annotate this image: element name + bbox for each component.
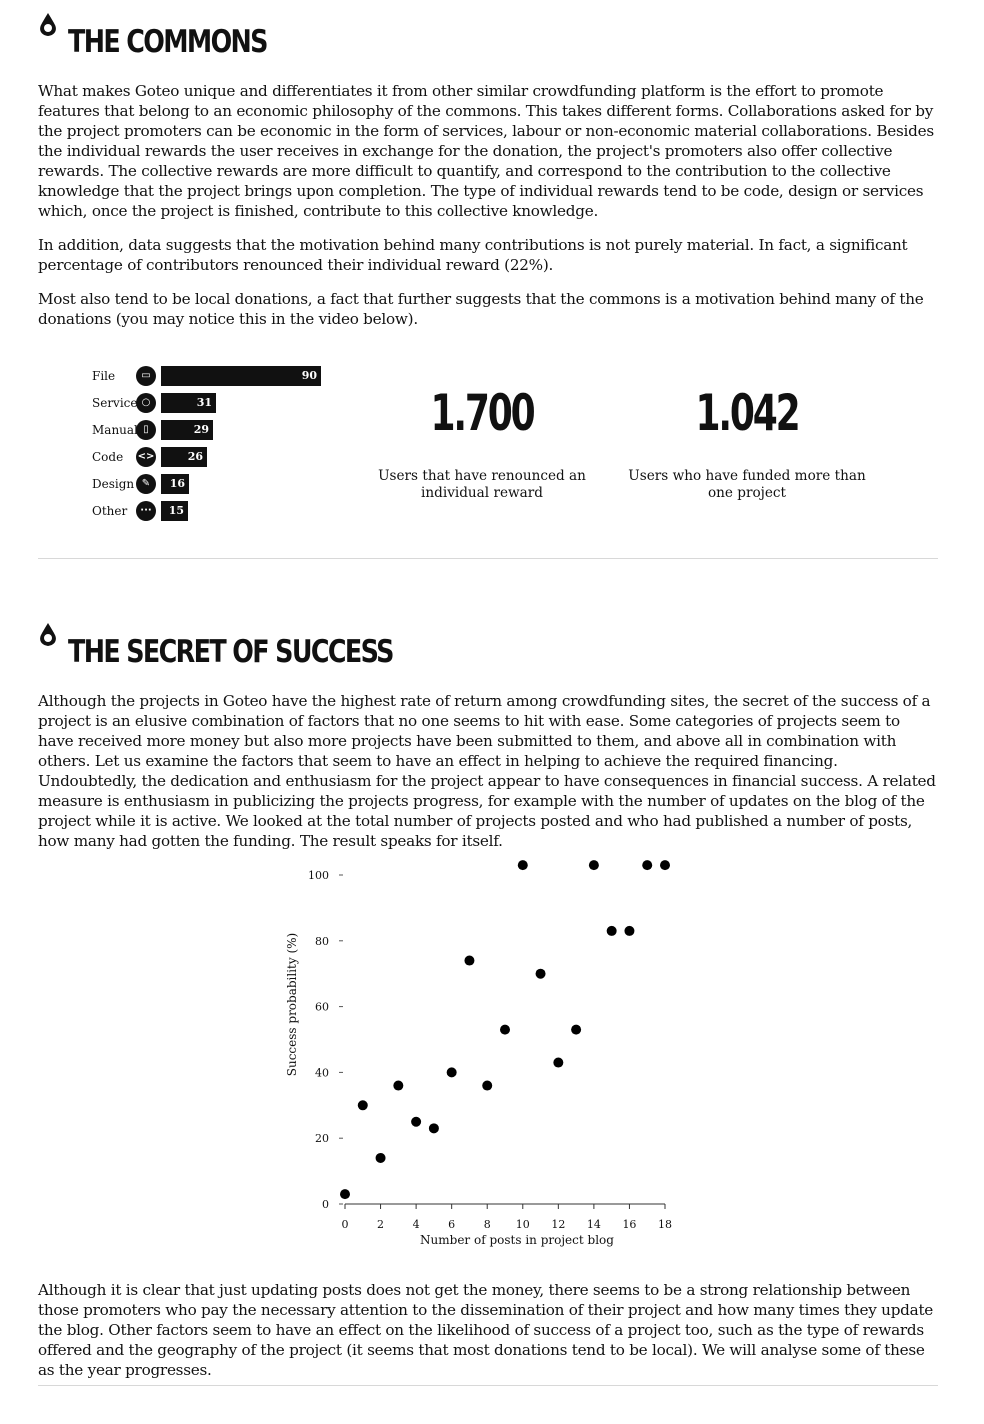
scatter-point [571, 1024, 582, 1035]
scatter-point [464, 955, 475, 966]
scatter-point [553, 1057, 564, 1068]
bar-value: 26 [187, 450, 203, 463]
bar-row: Code <> 26 [92, 447, 332, 474]
bar-row: File ▭ 90 [92, 366, 332, 393]
y-tick-label: 20 [315, 1132, 329, 1145]
x-tick-label: 14 [587, 1218, 601, 1231]
success-paragraph: Although the projects in Goteo have the … [38, 692, 936, 850]
x-tick-label: 4 [413, 1218, 420, 1231]
bar: 26 [161, 447, 207, 467]
commons-paragraph-2: In addition, data suggests that the moti… [38, 236, 908, 274]
speech-bubble-icon: ○ [136, 393, 156, 413]
code-icon: <> [136, 447, 156, 467]
bar: 31 [161, 393, 216, 413]
x-tick-label: 16 [622, 1218, 636, 1231]
scatter-point [517, 860, 528, 871]
drop-icon [40, 13, 56, 36]
y-tick-label: 100 [308, 869, 329, 882]
scatter-point [375, 1152, 386, 1163]
scatter-point [340, 1189, 350, 1200]
x-tick-label: 0 [342, 1218, 349, 1231]
stat-number: 1.700 [430, 384, 535, 442]
y-tick-label: 0 [322, 1198, 329, 1211]
bar-value: 29 [193, 423, 209, 436]
x-tick-label: 12 [551, 1218, 565, 1231]
bar-value: 15 [168, 504, 184, 517]
design-icon: ✎ [136, 474, 156, 494]
x-tick-label: 10 [516, 1218, 530, 1231]
y-tick-label: 60 [315, 1001, 329, 1014]
rewards-bar-chart: File ▭ 90 Service ○ 31 Manual ▯ 29 Code … [92, 366, 332, 528]
bar-label: Other [92, 504, 128, 518]
bar: 15 [161, 501, 188, 521]
y-axis-label: Success probability (%) [285, 933, 299, 1076]
bar-label: Code [92, 450, 124, 464]
scatter-point [535, 968, 546, 979]
drop-icon [40, 623, 56, 646]
book-icon: ▯ [136, 420, 156, 440]
scatter-point [482, 1080, 493, 1091]
bar-value: 31 [196, 396, 212, 409]
scatter-point [642, 860, 653, 871]
scatter-point [624, 925, 635, 936]
bar-row: Service ○ 31 [92, 393, 332, 420]
scatter-point [411, 1116, 422, 1127]
stat-number: 1.042 [695, 384, 800, 442]
stat-multi-funders: 1.042 Users who have funded more than on… [617, 384, 877, 502]
success-scatter-plot: 0 2 4 6 8 10 12 14 16 18 0 20 40 60 80 100 Number of pos… [285, 860, 672, 1247]
scatter-point [606, 925, 617, 936]
success-section: THE SECRET OF SUCCESS Although the proje… [38, 622, 938, 865]
y-tick-label: 40 [315, 1066, 329, 1079]
y-tick-label: 80 [315, 935, 329, 948]
stat-caption: Users who have funded more than one proj… [628, 468, 866, 501]
bar-label: Manual [92, 423, 138, 437]
bar-value: 90 [301, 369, 317, 382]
scatter-point [588, 860, 599, 871]
scatter-point [500, 1024, 510, 1035]
bar-row: Other ··· 15 [92, 501, 332, 528]
bar-label: Service [92, 396, 138, 410]
x-tick-label: 2 [377, 1218, 384, 1231]
scatter-point [660, 860, 670, 871]
x-tick-label: 8 [484, 1218, 491, 1231]
success-title: THE SECRET OF SUCCESS [68, 634, 394, 670]
commons-section: THE COMMONS What makes Goteo unique and … [38, 12, 938, 343]
x-tick-label: 18 [658, 1218, 672, 1231]
x-tick-label: 6 [448, 1218, 455, 1231]
scatter-point [393, 1080, 404, 1091]
success-conclusion: Although it is clear that just updating … [38, 1280, 938, 1394]
stat-caption: Users that have renounced an individual … [378, 468, 586, 501]
commons-paragraph-1: What makes Goteo unique and differentiat… [38, 82, 934, 220]
bar: 16 [161, 474, 189, 494]
ellipsis-icon: ··· [136, 501, 156, 521]
bar: 90 [161, 366, 321, 386]
commons-title: THE COMMONS [68, 24, 268, 60]
success-conclusion-paragraph: Although it is clear that just updating … [38, 1281, 934, 1379]
commons-paragraph-3: Most also tend to be local donations, a … [38, 290, 924, 328]
bar-row: Design ✎ 16 [92, 474, 332, 501]
bar: 29 [161, 420, 213, 440]
scatter-point [428, 1123, 439, 1134]
stat-renounced: 1.700 Users that have renounced an indiv… [352, 384, 612, 502]
bar-row: Manual ▯ 29 [92, 420, 332, 447]
scatter-point [357, 1100, 368, 1111]
section-divider [38, 558, 938, 559]
bar-label: Design [92, 477, 135, 491]
success-heading: THE SECRET OF SUCCESS [38, 622, 938, 670]
bar-value: 16 [169, 477, 185, 490]
section-divider [38, 1385, 938, 1386]
commons-heading: THE COMMONS [38, 12, 938, 60]
scatter-point [446, 1067, 457, 1078]
folder-icon: ▭ [136, 366, 156, 386]
bar-label: File [92, 369, 116, 383]
x-axis-label: Number of posts in project blog [420, 1233, 614, 1247]
